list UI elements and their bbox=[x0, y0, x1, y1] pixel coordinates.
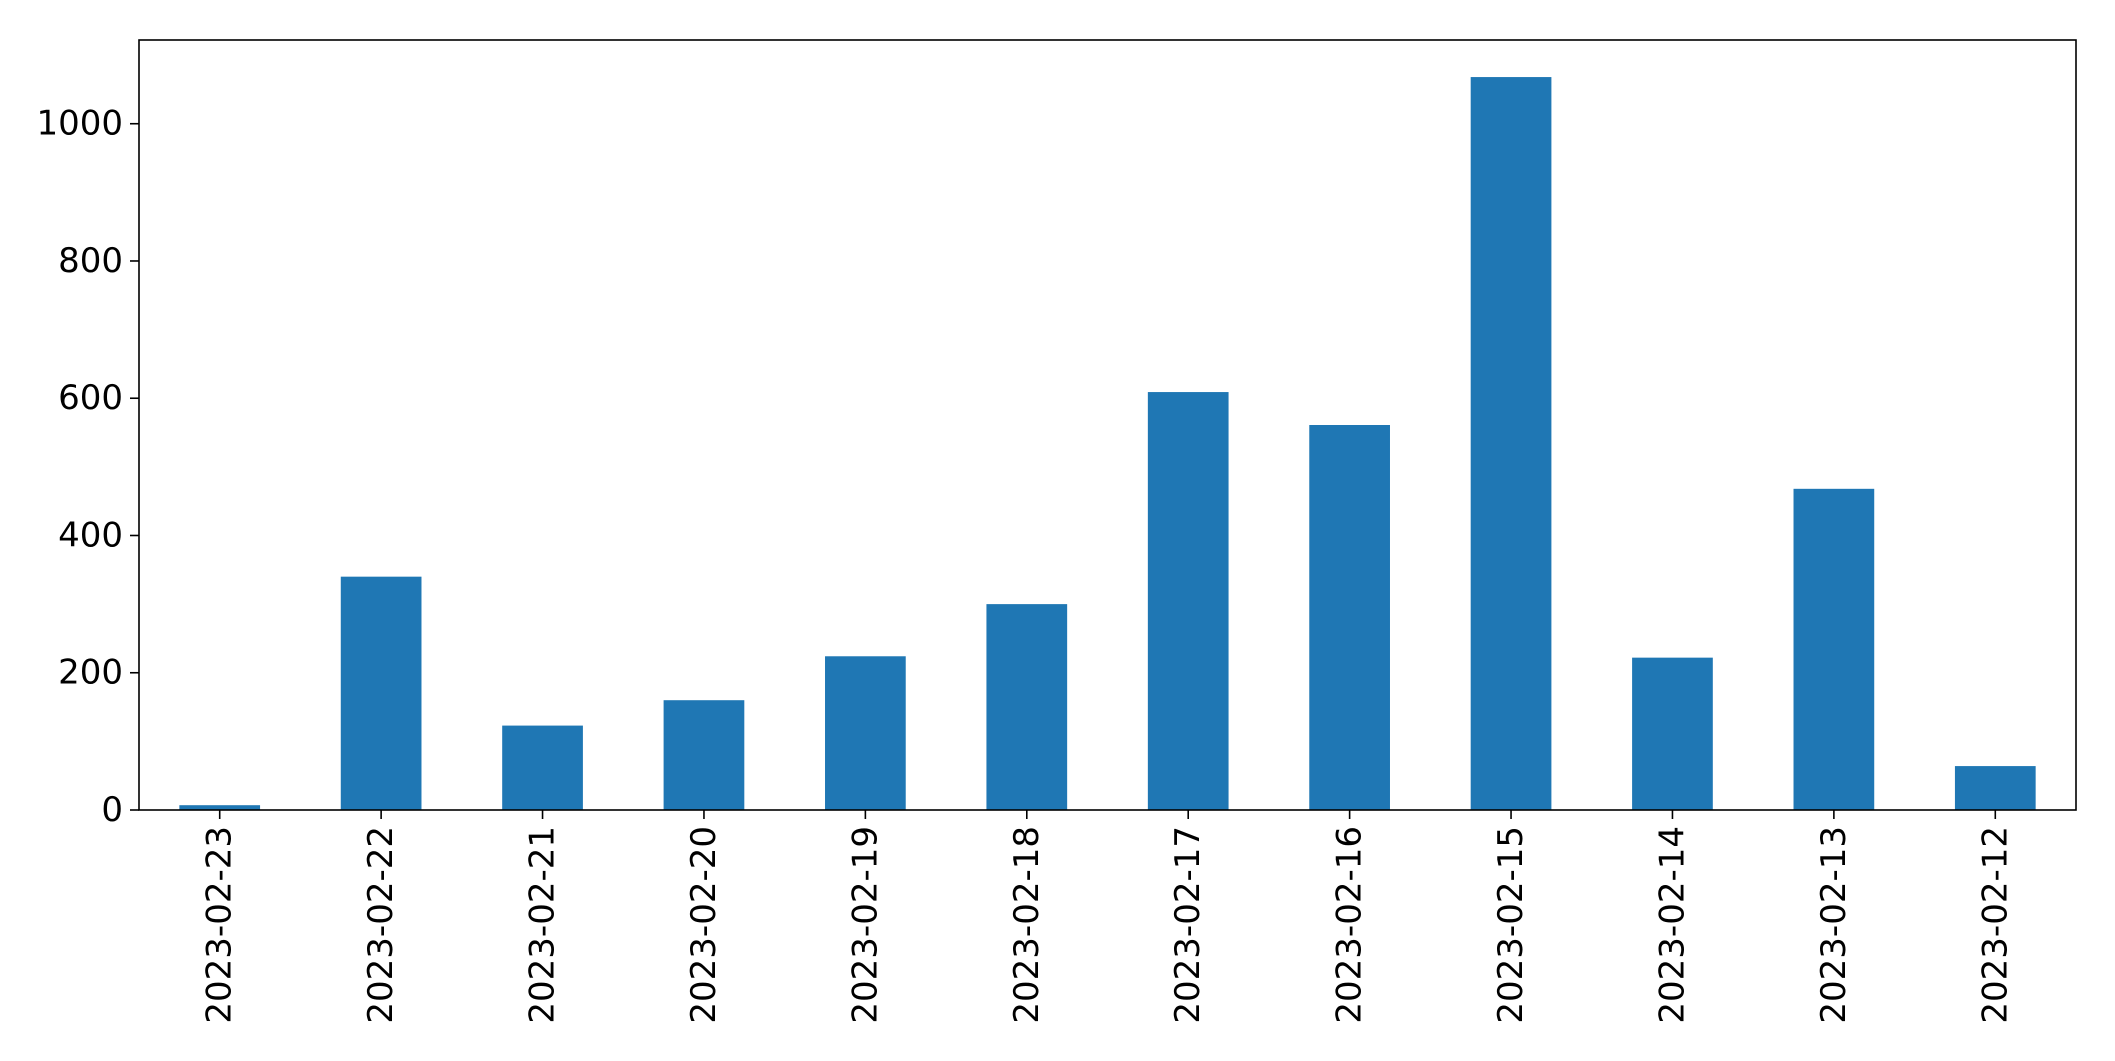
x-tick-label: 2023-02-22 bbox=[361, 826, 401, 1024]
bar-2023-02-23 bbox=[179, 805, 261, 810]
x-tick-label: 2023-02-20 bbox=[684, 826, 724, 1024]
bar-2023-02-12 bbox=[1954, 766, 2036, 810]
y-tick-label: 400 bbox=[58, 515, 123, 555]
bar-2023-02-16 bbox=[1309, 425, 1390, 810]
y-tick-label: 1000 bbox=[36, 104, 123, 144]
bar-2023-02-13 bbox=[1793, 488, 1875, 810]
bar-2023-02-21 bbox=[502, 725, 583, 810]
x-tick-label: 2023-02-15 bbox=[1491, 826, 1531, 1024]
x-tick-label: 2023-02-13 bbox=[1814, 826, 1854, 1024]
x-tick-label: 2023-02-23 bbox=[200, 826, 240, 1024]
plot-area-frame bbox=[138, 39, 2077, 811]
x-tick-label: 2023-02-16 bbox=[1330, 826, 1370, 1024]
x-axis: 2023-02-23 2023-02-22 2023-02-21 2023-02-20… bbox=[200, 810, 2015, 1024]
x-tick-label: 2023-02-19 bbox=[845, 826, 885, 1024]
bar-2023-02-17 bbox=[1147, 392, 1229, 810]
x-tick-label: 2023-02-17 bbox=[1168, 826, 1208, 1024]
y-axis: 0 200 400 600 800 1000 bbox=[36, 104, 139, 830]
x-tick-label: 2023-02-21 bbox=[523, 826, 563, 1024]
bar-2023-02-20 bbox=[663, 700, 745, 810]
bar-2023-02-14 bbox=[1632, 657, 1713, 810]
y-tick-label: 200 bbox=[58, 653, 123, 693]
x-tick-label: 2023-02-18 bbox=[1007, 826, 1047, 1024]
y-tick-label: 800 bbox=[58, 241, 123, 281]
bar-2023-02-22 bbox=[340, 576, 422, 810]
y-tick-label: 0 bbox=[101, 790, 123, 830]
bar-2023-02-18 bbox=[986, 604, 1068, 810]
bar-2023-02-15 bbox=[1470, 77, 1552, 810]
x-tick-label: 2023-02-12 bbox=[1975, 826, 2015, 1024]
x-tick-label: 2023-02-14 bbox=[1652, 826, 1692, 1024]
y-tick-label: 600 bbox=[58, 378, 123, 418]
bars-layer bbox=[179, 77, 2036, 810]
bar-2023-02-19 bbox=[825, 656, 906, 810]
